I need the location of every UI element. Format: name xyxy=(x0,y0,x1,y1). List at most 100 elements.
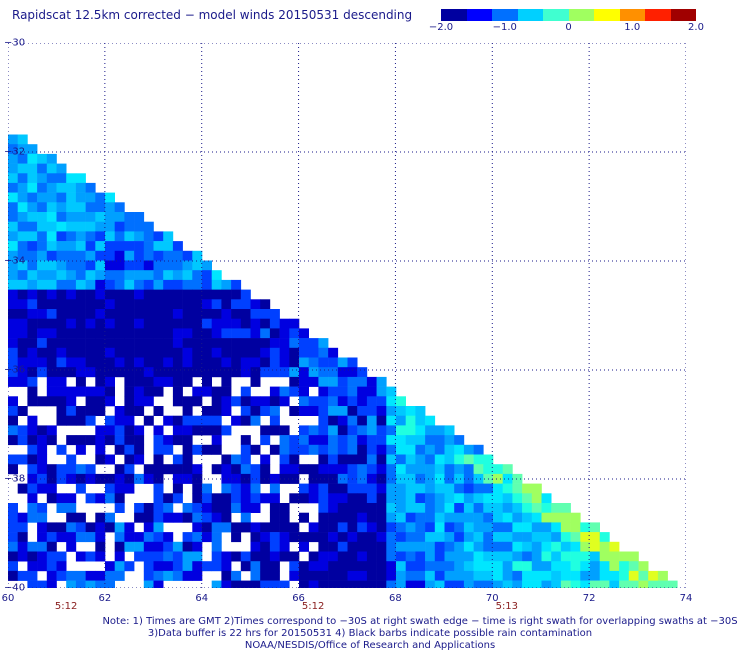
wind-cell xyxy=(46,328,57,339)
wind-cell xyxy=(250,357,261,368)
wind-cell xyxy=(8,328,18,339)
wind-cell xyxy=(46,153,57,164)
wind-cell xyxy=(357,493,368,504)
wind-cell xyxy=(444,503,455,513)
wind-cell xyxy=(318,493,329,504)
wind-cell xyxy=(17,163,28,174)
wind-cell xyxy=(134,425,145,436)
wind-cell xyxy=(299,425,309,436)
wind-cell xyxy=(37,241,48,252)
wind-cell xyxy=(17,212,28,222)
wind-cell xyxy=(46,318,57,329)
wind-cell xyxy=(163,347,174,358)
wind-cell xyxy=(105,328,115,339)
wind-cell xyxy=(405,561,416,572)
wind-cell xyxy=(328,367,339,378)
wind-cell xyxy=(493,473,503,484)
wind-cell xyxy=(415,532,426,543)
wind-cell xyxy=(269,532,280,543)
wind-cell xyxy=(202,367,212,378)
wind-cell xyxy=(231,551,242,562)
wind-cell xyxy=(46,202,57,213)
wind-cell xyxy=(17,270,28,281)
wind-cell xyxy=(66,309,77,319)
wind-cell xyxy=(75,444,86,455)
wind-cell xyxy=(415,406,426,416)
wind-cell xyxy=(299,570,309,581)
wind-cell xyxy=(202,415,212,426)
wind-cell xyxy=(337,444,348,455)
wind-cell xyxy=(560,503,571,513)
wind-cell xyxy=(386,406,397,416)
wind-cell xyxy=(396,512,406,523)
wind-cell xyxy=(551,522,562,533)
colorbar-segment xyxy=(619,9,645,21)
wind-cell xyxy=(163,435,174,446)
wind-cell xyxy=(337,473,348,484)
wind-cell xyxy=(182,338,193,349)
wind-cell xyxy=(415,464,426,475)
wind-cell xyxy=(95,522,106,533)
wind-cell xyxy=(153,260,164,271)
wind-cell xyxy=(46,338,57,349)
longitude-tick-label: 74 xyxy=(679,593,693,604)
wind-cell xyxy=(299,367,309,378)
wind-cell xyxy=(46,473,57,484)
wind-cell xyxy=(425,580,436,588)
wind-cell xyxy=(75,464,86,475)
wind-cell xyxy=(366,493,377,504)
wind-cell xyxy=(308,357,319,368)
wind-cell xyxy=(95,299,106,310)
wind-cell xyxy=(318,483,329,494)
wind-cell xyxy=(512,570,523,581)
wind-cell xyxy=(66,328,77,339)
wind-cell xyxy=(37,270,48,281)
wind-cell xyxy=(376,503,387,513)
wind-cell xyxy=(8,182,18,193)
wind-cell xyxy=(366,541,377,552)
wind-cell xyxy=(231,367,242,378)
wind-cell xyxy=(269,396,280,407)
wind-cell xyxy=(17,279,28,290)
wind-cell xyxy=(56,464,67,475)
wind-cell xyxy=(75,512,86,523)
wind-cell xyxy=(105,241,115,252)
wind-cell xyxy=(85,435,96,446)
wind-cell xyxy=(95,241,106,252)
wind-cell xyxy=(37,231,48,242)
wind-cell xyxy=(192,473,203,484)
wind-cell xyxy=(75,202,86,213)
wind-cell xyxy=(444,425,455,436)
wind-cell xyxy=(143,347,154,358)
wind-cell xyxy=(27,454,38,465)
wind-cell xyxy=(37,541,48,552)
wind-cell xyxy=(124,454,135,465)
wind-cell xyxy=(551,551,562,562)
wind-cell xyxy=(318,561,329,572)
wind-cell xyxy=(163,299,174,310)
wind-cell xyxy=(114,338,125,349)
wind-cell xyxy=(172,260,183,271)
wind-cell xyxy=(75,435,86,446)
wind-cell xyxy=(8,231,18,242)
wind-cell xyxy=(8,260,18,271)
wind-cell xyxy=(124,561,135,572)
wind-cell xyxy=(260,396,271,407)
wind-cell xyxy=(17,357,28,368)
wind-cell xyxy=(66,260,77,271)
wind-cell xyxy=(269,338,280,349)
wind-cell xyxy=(512,561,523,572)
wind-cell xyxy=(134,338,145,349)
wind-cell xyxy=(415,454,426,465)
wind-cell xyxy=(347,386,358,397)
wind-cell xyxy=(85,532,96,543)
wind-cell xyxy=(8,212,18,222)
wind-cell xyxy=(357,396,368,407)
wind-cell xyxy=(153,270,164,281)
wind-cell xyxy=(66,570,77,581)
wind-cell xyxy=(231,279,242,290)
wind-cell xyxy=(570,541,581,552)
wind-cell xyxy=(202,522,212,533)
wind-cell xyxy=(541,561,552,572)
colorbar-label: 1.0 xyxy=(624,22,641,33)
